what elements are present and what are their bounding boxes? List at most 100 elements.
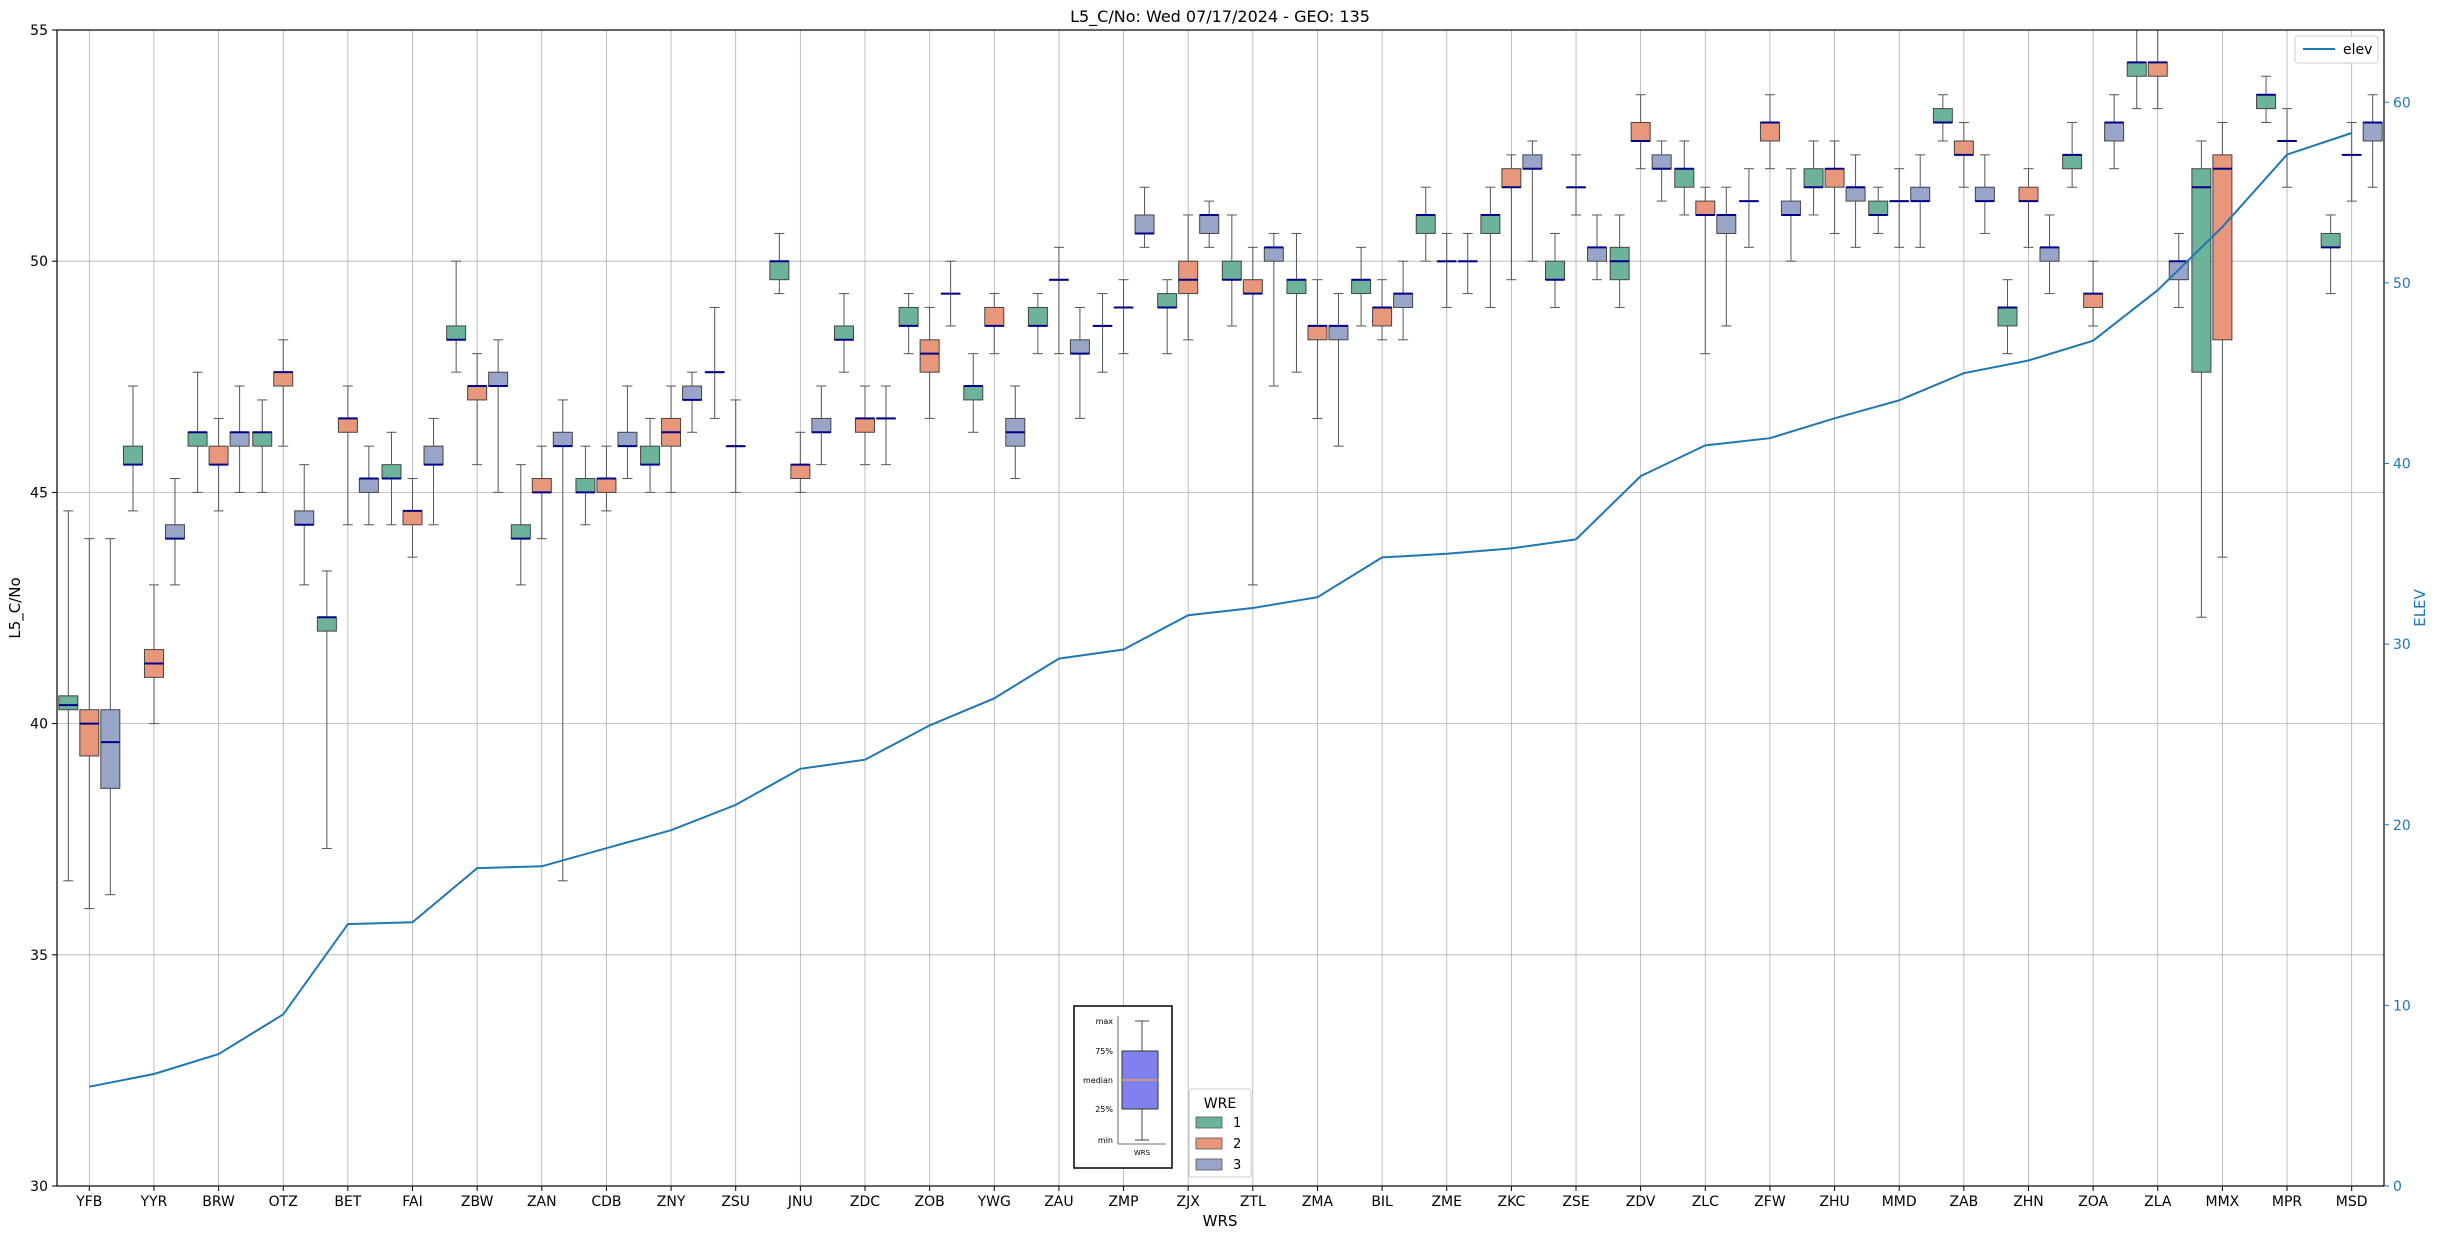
wre-legend-swatch-3: [1195, 1158, 1223, 1171]
box-body: [919, 339, 940, 373]
box-body: [100, 709, 121, 789]
box-body: [2362, 121, 2383, 142]
box-plot-ZAU-2: [1048, 246, 1069, 355]
box-body: [1178, 260, 1199, 295]
x-tick-label: JNU: [787, 1194, 813, 1210]
box-body: [640, 445, 661, 466]
inset-min-label: min: [1098, 1136, 1113, 1145]
x-tick-label: ZME: [1431, 1194, 1462, 1210]
box-body: [854, 417, 875, 433]
x-tick-label: ZSE: [1562, 1194, 1589, 1210]
box-plot-BIL-2: [1372, 279, 1393, 341]
x-tick-label: BET: [334, 1194, 361, 1210]
box-body: [2062, 154, 2083, 170]
box-body: [2212, 154, 2233, 341]
elev-legend: elev: [2294, 35, 2379, 64]
box-body: [1328, 325, 1349, 341]
box-plot-ZNY-3: [682, 371, 703, 433]
x-tick-label: MMD: [1882, 1194, 1917, 1210]
box-plot-MPR-1: [2256, 75, 2277, 123]
box-plot-ZAU-3: [1069, 306, 1090, 419]
box-plot-ZFW-3: [1780, 168, 1801, 262]
box-plot-BET-2: [337, 385, 358, 526]
box-body: [467, 385, 488, 401]
x-tick-label: FAI: [402, 1194, 422, 1210]
box-plot-ZAN-2: [531, 445, 552, 540]
box-plot-ZSE-3: [1587, 214, 1608, 281]
box-plot-ZJX-2: [1178, 214, 1199, 341]
box-plot-ZAB-1: [1932, 94, 1953, 142]
x-tick-label: YWG: [977, 1194, 1011, 1210]
box-plot-BRW-1: [187, 371, 208, 493]
box-body: [1157, 293, 1178, 308]
box-plot-ZOB-2: [919, 306, 940, 419]
box-body: [531, 478, 552, 493]
box-plot-YWG-2: [984, 293, 1005, 355]
box-plot-MPR-2: [2277, 108, 2298, 188]
box-body: [1716, 214, 1737, 234]
box-plot-MMD-1: [1868, 186, 1889, 234]
plot-frame: [56, 29, 2385, 1187]
y2-tick-label: 40: [2393, 457, 2411, 473]
box-plot-ZKC-1: [1480, 186, 1501, 308]
box-body: [1910, 186, 1931, 202]
box-body: [1545, 260, 1566, 281]
box-plot-ZOA-2: [2083, 260, 2104, 327]
x-tick-label: ZBW: [461, 1194, 494, 1210]
box-body: [294, 510, 315, 526]
box-plot-ZHN-2: [2018, 168, 2039, 248]
box-plot-BRW-3: [229, 385, 250, 493]
y-tick-label: 30: [30, 1179, 48, 1195]
box-plot-ZTL-2: [1242, 246, 1263, 586]
y2-tick-label: 0: [2393, 1179, 2402, 1195]
box-plot-YFB-2: [79, 538, 100, 910]
box-plot-ZMP-3: [1134, 186, 1155, 248]
x-tick-label: ZJX: [1177, 1194, 1201, 1210]
box-body: [122, 445, 143, 466]
box-body: [1868, 200, 1889, 216]
wre-legend-title: WRE: [1204, 1096, 1236, 1112]
box-plot-ZBW-3: [488, 339, 509, 493]
box-body: [1480, 214, 1501, 234]
box-plot-BIL-3: [1393, 260, 1414, 341]
box-body: [833, 325, 854, 341]
box-plot-YFB-3: [100, 538, 121, 896]
box-body: [1695, 200, 1716, 216]
inset-median-label: median: [1083, 1076, 1113, 1085]
x-tick-label: CDB: [591, 1194, 621, 1210]
box-plot-JNU-2: [790, 431, 811, 493]
box-plot-ZHU-1: [1803, 140, 1824, 216]
box-body: [402, 510, 423, 526]
box-plot-ZDC-1: [833, 293, 854, 373]
x-tick-label: ZSU: [721, 1194, 750, 1210]
box-body: [2256, 94, 2277, 110]
box-body: [510, 524, 531, 540]
box-plot-YWG-1: [963, 353, 984, 433]
box-body: [1803, 168, 1824, 188]
box-plot-ZDV-1: [1609, 214, 1630, 308]
box-plot-ZLA-2: [2147, 29, 2168, 110]
box-plot-MSD-1: [2320, 214, 2341, 295]
box-plot-MSD-3: [2362, 94, 2383, 188]
y2-tick-label: 30: [2393, 637, 2411, 653]
box-body: [1351, 279, 1372, 295]
box-body: [1587, 246, 1608, 262]
box-body: [79, 709, 100, 757]
x-tick-label: BRW: [202, 1194, 235, 1210]
box-body: [617, 431, 638, 447]
y-tick-label: 45: [30, 485, 48, 501]
box-plot-ZHN-3: [2039, 214, 2060, 295]
box-body: [1997, 306, 2018, 327]
box-plot-YYR-3: [164, 478, 185, 586]
x-tick-label: ZHU: [1819, 1194, 1849, 1210]
box-body: [423, 445, 444, 466]
x-tick-label: ZAN: [527, 1194, 557, 1210]
box-legend-inset: max 75% median 25% min WRS: [1073, 1005, 1173, 1169]
box-body: [316, 616, 337, 632]
box-plot-JNU-3: [811, 385, 832, 466]
box-plot-ZSU-1: [704, 306, 725, 419]
box-plot-YYR-2: [143, 584, 164, 725]
box-plot-ZFW-1: [1738, 168, 1759, 248]
box-body: [1242, 279, 1263, 295]
box-body: [682, 385, 703, 401]
